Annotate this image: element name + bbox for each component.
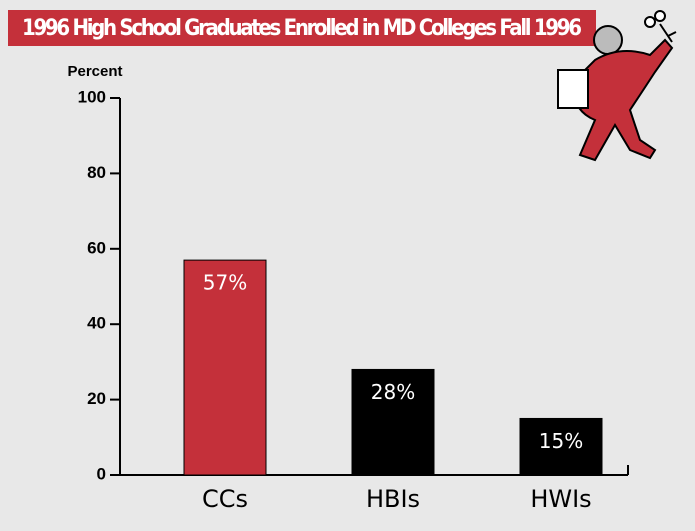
- x-tick-label: HWIs: [530, 485, 591, 513]
- y-tick-label: 100: [78, 87, 106, 106]
- chart-title: 1996 High School Graduates Enrolled in M…: [22, 16, 582, 41]
- y-tick-label: 80: [87, 163, 106, 182]
- y-tick-label: 60: [87, 238, 106, 257]
- chart: 1996 High School Graduates Enrolled in M…: [0, 0, 695, 531]
- value-label: 15%: [539, 429, 583, 453]
- value-label: 28%: [371, 380, 415, 404]
- value-label: 57%: [203, 271, 247, 295]
- y-tick-label: 40: [87, 314, 106, 333]
- x-tick-label: CCs: [202, 485, 248, 513]
- x-tick-label: HBIs: [366, 485, 420, 513]
- y-tick-label: 0: [97, 464, 106, 483]
- y-tick-label: 20: [87, 389, 106, 408]
- y-axis-label: Percent: [67, 63, 122, 80]
